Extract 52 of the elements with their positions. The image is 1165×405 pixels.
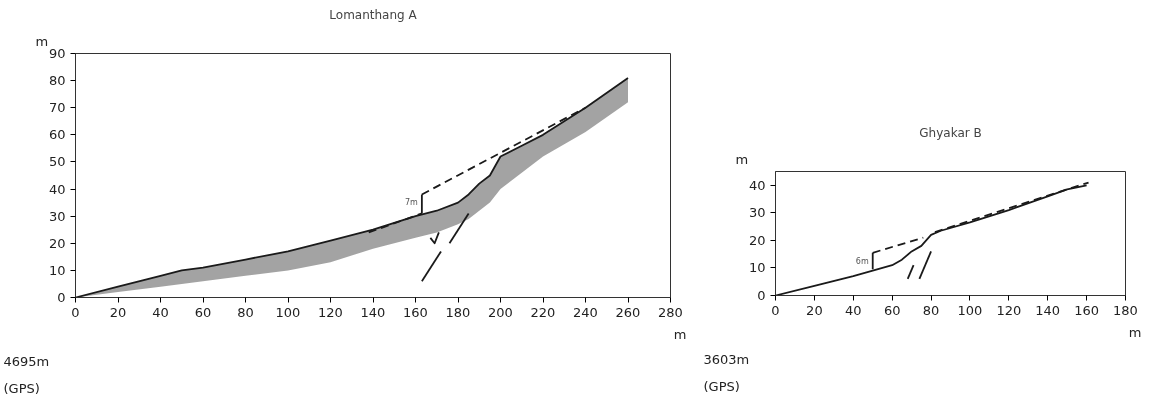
text: 4695m [3, 353, 50, 369]
y-axis-title: m [735, 151, 749, 167]
x-tick-label: 180 [1113, 302, 1138, 318]
x-tick-label: 280 [658, 304, 683, 320]
x-tick-label: 20 [806, 302, 823, 318]
x-tick-label: 40 [152, 304, 169, 320]
x-axis-title: m [1128, 324, 1142, 340]
y-tick-label: 50 [48, 154, 66, 170]
x-tick-label: 40 [845, 302, 862, 318]
y-tick-label: 80 [48, 73, 66, 89]
y-tick-label: 70 [48, 100, 66, 116]
y-tick-label: 30 [748, 205, 766, 221]
annotation: 6m [855, 256, 869, 266]
x-tick-label: 20 [109, 304, 127, 320]
x-tick-label: 200 [488, 304, 513, 320]
x-tick-label: 240 [573, 304, 598, 320]
x-tick-label: 80 [237, 304, 254, 320]
x-tick-label: 80 [922, 302, 940, 318]
x-tick-label: 160 [1074, 302, 1100, 318]
y-tick-label: 90 [48, 46, 66, 61]
x-tick-label: 0 [771, 302, 780, 318]
x-tick-label: 120 [318, 304, 343, 320]
x-tick-label: 120 [996, 302, 1022, 318]
text: 3603m [703, 351, 750, 367]
x-tick-label: 140 [1035, 302, 1061, 318]
chart-title: Ghyakar B [919, 125, 982, 140]
x-tick-label: 160 [403, 304, 428, 320]
y-tick-label: 30 [48, 208, 66, 224]
y-tick-label: 20 [748, 232, 766, 248]
x-tick-label: 220 [530, 304, 556, 320]
y-tick-label: 60 [48, 127, 66, 143]
y-tick-label: 0 [757, 288, 766, 303]
x-tick-label: 60 [194, 304, 212, 320]
x-axis-title: m [673, 326, 687, 342]
chart-title: Lomanthang A [329, 7, 418, 22]
text: (GPS) [3, 380, 40, 396]
y-tick-label: 10 [748, 260, 766, 276]
y-tick-label: 40 [48, 181, 66, 197]
x-tick-label: 60 [883, 302, 901, 318]
x-tick-label: 0 [71, 304, 80, 320]
y-tick-label: 0 [57, 290, 66, 305]
annotation: 7m [404, 198, 419, 208]
y-tick-label: 10 [48, 262, 66, 278]
x-tick-label: 100 [957, 302, 983, 318]
x-tick-label: 140 [360, 304, 386, 320]
x-tick-label: 260 [615, 304, 641, 320]
text: (GPS) [703, 378, 740, 394]
x-tick-label: 100 [275, 304, 301, 320]
x-tick-label: 180 [445, 304, 471, 320]
y-tick-label: 20 [48, 235, 66, 251]
y-tick-label: 40 [748, 177, 766, 193]
y-axis-title: m [35, 33, 49, 49]
